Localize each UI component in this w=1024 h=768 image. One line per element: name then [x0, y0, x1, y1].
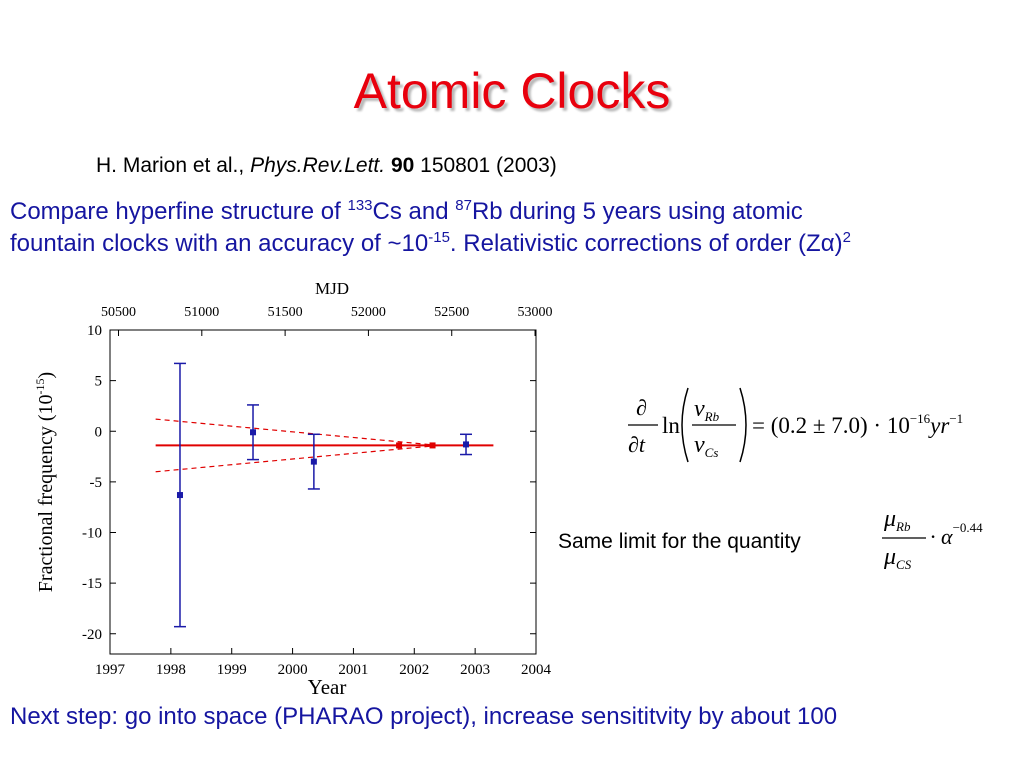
y-axis-label-end: ) — [35, 372, 57, 379]
confidence-band — [155, 418, 494, 473]
data-point — [250, 429, 257, 436]
data-point — [429, 442, 436, 449]
mjd-axis: 50500 51000 51500 52000 52500 53000 — [101, 305, 553, 336]
x-tick-label: 2004 — [521, 662, 552, 678]
ref-journal: Phys.Rev.Lett. — [250, 154, 386, 177]
slide-title: Atomic Clocks — [353, 63, 671, 119]
data-point — [396, 442, 403, 449]
mjd-axis-label: MJD — [315, 279, 349, 298]
confidence-upper — [155, 418, 494, 447]
data-points — [173, 362, 473, 628]
mjd-tick-label: 51000 — [184, 305, 219, 320]
formula-partial: ∂ — [636, 395, 647, 420]
frequency-chart: 50500 51000 51500 52000 52500 53000 1997 1998 1… — [33, 279, 553, 699]
y-tick-label: 0 — [95, 424, 103, 440]
formula-quantity: μRb μCS · α−0.44 — [882, 506, 983, 572]
y-axis: 10 5 0 -5 -10 -15 -20 — [82, 323, 536, 643]
y-axis-label: Fractional frequency (10-15) — [33, 372, 57, 592]
right-paren — [739, 387, 747, 463]
formula-ln: ln — [662, 413, 680, 438]
plot-frame — [109, 329, 537, 655]
y-tick-label: 5 — [95, 374, 103, 390]
same-limit-text: Same limit for the quantity — [558, 530, 801, 553]
intro-text: Rb during 5 years using atomic — [471, 198, 803, 225]
x-tick-label: 1997 — [95, 662, 126, 678]
mu-rb: μRb — [883, 506, 911, 534]
y-tick-label: -5 — [90, 475, 103, 491]
intro-line-1: Compare hyperfine structure of 133Cs and… — [10, 198, 803, 226]
intro-text: fountain clocks with an accuracy of ~10 — [10, 230, 429, 257]
mjd-tick-label: 50500 — [101, 305, 136, 320]
reference-citation: H. Marion et al., Phys.Rev.Lett. 90 1508… — [96, 154, 557, 178]
alpha-power: · α−0.44 — [930, 520, 983, 549]
x-tick-label: 2001 — [338, 662, 368, 678]
ref-volume: 90 — [390, 154, 415, 177]
x-axis-label: Year — [308, 675, 347, 699]
x-tick-label: 1998 — [156, 662, 186, 678]
confidence-lower — [155, 444, 494, 473]
intro-sup: 87 — [455, 197, 472, 214]
x-tick-label: 2003 — [460, 662, 490, 678]
y-tick-label: 10 — [87, 323, 102, 339]
y-tick-label: -10 — [82, 526, 102, 542]
ref-authors: H. Marion et al., — [96, 154, 245, 177]
intro-text: . Relativistic corrections of order (Zα) — [449, 230, 843, 257]
next-step-text: Next step: go into space (PHARAO project… — [10, 703, 838, 730]
data-point — [463, 441, 470, 448]
y-axis-label-text: Fractional frequency (10 — [35, 394, 57, 592]
data-point — [310, 458, 317, 465]
intro-sup: 2 — [842, 229, 851, 246]
nu-rb: νRb — [694, 396, 720, 424]
mjd-tick-label: 53000 — [518, 305, 553, 320]
nu-cs: νCs — [694, 432, 718, 460]
intro-text: Cs and — [372, 198, 456, 225]
y-tick-label: -15 — [82, 576, 102, 592]
intro-line-2: fountain clocks with an accuracy of ~10-… — [10, 230, 851, 258]
mjd-tick-label: 51500 — [268, 305, 303, 320]
mjd-tick-label: 52000 — [351, 305, 386, 320]
x-tick-label: 2000 — [278, 662, 308, 678]
y-axis-label-exp: -15 — [33, 378, 47, 394]
data-point — [176, 492, 183, 499]
formula-rhs: = (0.2 ± 7.0) · 10−16yr−1 — [752, 411, 963, 438]
intro-sup: -15 — [428, 229, 450, 246]
ref-rest: 150801 (2003) — [420, 154, 557, 177]
year-axis: 1997 1998 1999 2000 2001 2002 2003 2004 — [95, 648, 552, 678]
formula-dt: ∂t — [628, 432, 646, 457]
x-tick-label: 1999 — [217, 662, 247, 678]
mjd-tick-label: 52500 — [434, 305, 469, 320]
left-paren — [681, 387, 689, 463]
x-tick-label: 2002 — [399, 662, 429, 678]
y-tick-label: -20 — [82, 627, 102, 643]
intro-text: Compare hyperfine structure of — [10, 198, 348, 225]
mu-cs: μCS — [883, 544, 912, 572]
intro-sup: 133 — [347, 197, 373, 214]
formula-drift-rate: ∂ ∂t ln νRb νCs = (0.2 ± 7.0) · 10−16yr−… — [628, 387, 963, 463]
